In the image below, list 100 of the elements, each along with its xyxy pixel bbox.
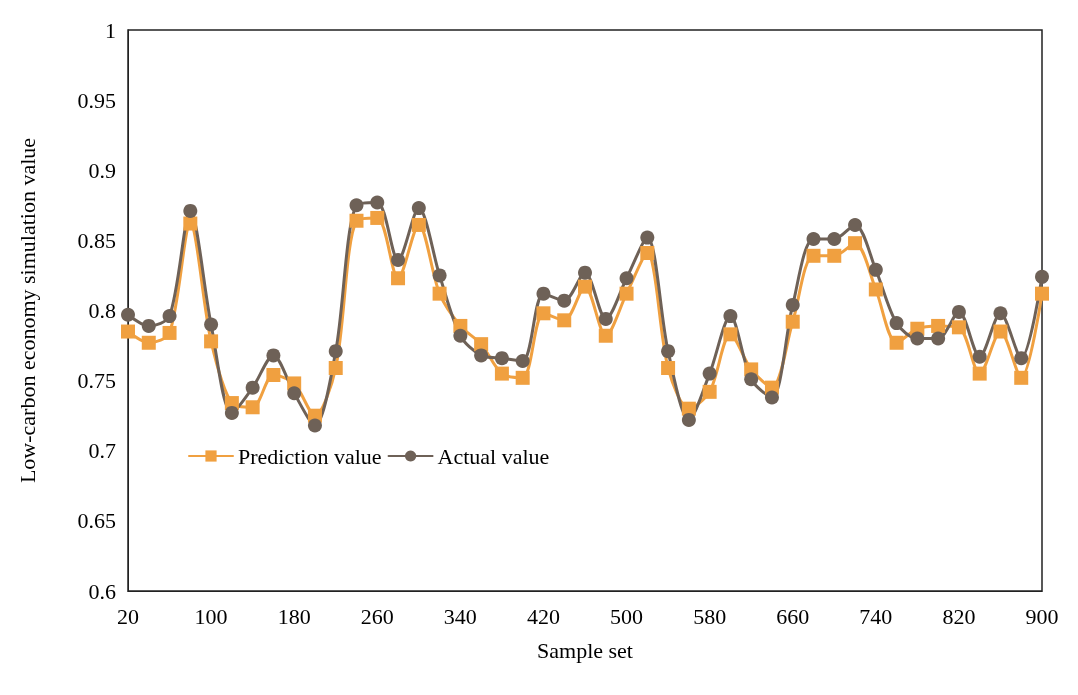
x-tick-label: 500 [610, 603, 644, 629]
y-tick-label: 0.85 [77, 227, 116, 253]
point [183, 216, 198, 231]
point [162, 325, 177, 340]
point [141, 335, 156, 350]
point [640, 246, 655, 260]
point [951, 320, 966, 335]
point [910, 331, 925, 346]
point [868, 282, 883, 297]
x-tick-label: 900 [1025, 603, 1059, 629]
x-tick-label: 580 [693, 603, 727, 629]
point [598, 328, 613, 343]
point [411, 217, 426, 232]
point [640, 230, 655, 245]
y-tick-label: 0.6 [88, 578, 116, 604]
x-tick-label: 740 [859, 603, 893, 629]
x-tick-label: 100 [194, 603, 228, 629]
point [515, 370, 530, 385]
point [432, 286, 447, 301]
point [1035, 286, 1049, 301]
point [204, 317, 219, 332]
point [121, 324, 135, 339]
x-axis-title: Sample set [537, 637, 633, 663]
point [432, 268, 447, 283]
point [328, 344, 343, 359]
point [391, 253, 406, 268]
point [827, 231, 842, 246]
point [557, 313, 572, 328]
point [764, 390, 779, 405]
point [1035, 269, 1049, 284]
point [578, 279, 592, 294]
point [661, 344, 676, 359]
point [557, 293, 572, 308]
point [474, 348, 489, 363]
point [578, 265, 592, 280]
y-tick-label: 0.75 [77, 368, 116, 394]
point [536, 286, 551, 301]
point [494, 366, 509, 381]
point [453, 328, 468, 343]
point [889, 335, 904, 350]
point [598, 311, 613, 326]
point [661, 361, 676, 375]
point [391, 271, 406, 286]
point [536, 306, 551, 321]
point [1014, 351, 1029, 366]
y-tick-label: 1 [105, 17, 116, 43]
point [785, 314, 800, 329]
point [245, 380, 260, 395]
point [785, 297, 800, 312]
x-tick-label: 420 [526, 603, 560, 629]
point [619, 271, 634, 286]
point [972, 349, 987, 364]
point [848, 236, 863, 251]
x-tick-label: 180 [277, 603, 311, 629]
point [370, 195, 385, 210]
y-tick-label: 0.65 [77, 508, 116, 534]
point [1014, 370, 1029, 385]
point [494, 351, 509, 366]
y-tick-label: 0.95 [77, 87, 116, 113]
point [702, 384, 717, 399]
y-tick-label: 0.8 [88, 298, 116, 323]
x-tick-label: 340 [443, 603, 477, 629]
point [827, 248, 842, 263]
point [931, 331, 946, 346]
point [931, 318, 946, 333]
point [307, 418, 322, 433]
x-tick-label: 820 [942, 603, 976, 629]
point [619, 286, 634, 301]
point [972, 366, 987, 381]
point [162, 309, 177, 324]
point [848, 217, 863, 232]
point [287, 386, 302, 401]
point [744, 372, 759, 387]
point [204, 334, 219, 349]
point [681, 412, 696, 427]
y-tick-label: 0.9 [88, 157, 116, 183]
point [993, 324, 1008, 339]
point [349, 213, 364, 228]
point [328, 361, 343, 375]
y-tick-label: 0.7 [88, 438, 116, 464]
point [245, 400, 260, 415]
point [224, 405, 239, 420]
x-tick-label: 260 [360, 603, 394, 629]
point [141, 318, 156, 333]
point [868, 262, 883, 277]
point [349, 198, 364, 213]
point [266, 348, 281, 363]
y-axis-title: Low-carbon economy simulation value [14, 137, 40, 484]
point [515, 353, 530, 368]
x-tick-label: 660 [776, 603, 810, 629]
point [702, 366, 717, 381]
point [993, 306, 1008, 321]
x-tick-label: 20 [117, 603, 139, 629]
point [806, 248, 821, 263]
point [723, 309, 738, 324]
legend-label: Actual value [437, 443, 550, 469]
point [951, 304, 966, 319]
point [370, 210, 385, 225]
point [723, 327, 738, 342]
point [121, 307, 135, 322]
